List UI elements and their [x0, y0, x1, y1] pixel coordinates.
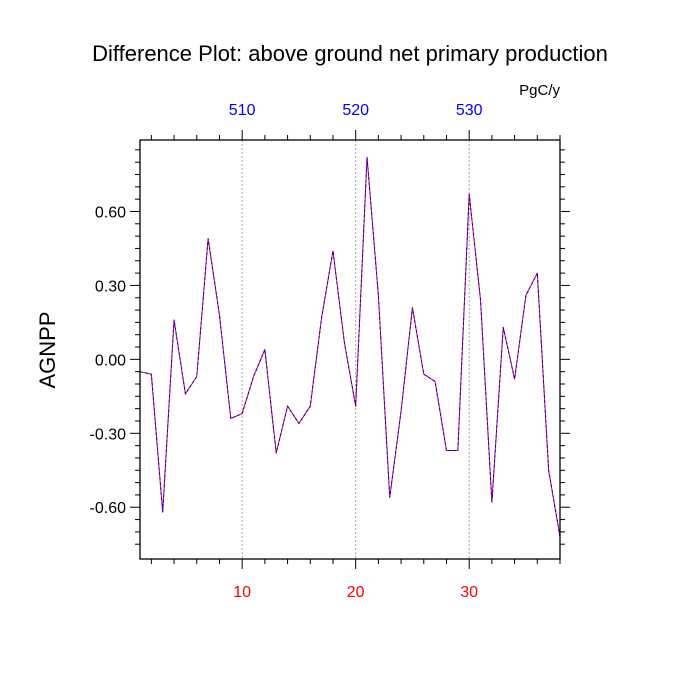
data-point-11 [252, 375, 255, 378]
data-point-37 [547, 469, 550, 472]
data-point-16 [309, 405, 312, 408]
data-point-17 [320, 316, 323, 319]
x-bottom-tick-label: 20 [347, 584, 365, 601]
data-point-36 [536, 272, 539, 275]
y-tick-label: 0.00 [95, 352, 126, 369]
data-point-10 [241, 412, 244, 415]
data-point-12 [263, 348, 266, 351]
data-point-29 [456, 449, 459, 452]
y-tick-label: 0.60 [95, 204, 126, 221]
data-point-26 [422, 373, 425, 376]
data-point-23 [388, 496, 391, 499]
data-point-27 [434, 380, 437, 383]
data-point-7 [207, 237, 210, 240]
y-tick-label: -0.30 [90, 426, 127, 443]
data-point-20 [354, 405, 357, 408]
x-top-tick-label: 520 [342, 102, 369, 119]
data-point-22 [377, 294, 380, 297]
plot-frame [139, 139, 561, 560]
chart-title: Difference Plot: above ground net primar… [92, 41, 608, 66]
data-point-8 [218, 314, 221, 317]
y-tick-label: 0.30 [95, 278, 126, 295]
series-line-dashed [139, 157, 561, 537]
data-point-31 [479, 299, 482, 302]
data-point-19 [343, 341, 346, 344]
axis-ticks [130, 130, 570, 569]
data-point-24 [400, 410, 403, 413]
data-point-32 [490, 501, 493, 504]
tick-labels: -0.60 -0.30 0.00 0.30 0.60 10 20 30 510 520 530 [90, 102, 483, 601]
data-point-30 [468, 193, 471, 196]
x-top-tick-label: 510 [229, 102, 256, 119]
data-point-33 [502, 326, 505, 329]
data-point-9 [229, 417, 232, 420]
data-point-35 [525, 294, 528, 297]
x-bottom-tick-label: 10 [233, 584, 251, 601]
data-point-25 [411, 306, 414, 309]
data-point-3 [161, 511, 164, 514]
x-bottom-tick-label: 30 [460, 584, 478, 601]
data-point-34 [513, 378, 516, 381]
y-tick-label: -0.60 [90, 500, 127, 517]
data-series [139, 156, 561, 537]
data-point-4 [173, 319, 176, 322]
data-point-18 [332, 250, 335, 253]
data-point-14 [286, 405, 289, 408]
data-point-15 [298, 422, 301, 425]
data-point-6 [195, 375, 198, 378]
data-point-28 [445, 449, 448, 452]
units-label: PgC/y [519, 82, 560, 99]
data-point-13 [275, 452, 278, 455]
data-point-5 [184, 392, 187, 395]
series-line-solid [139, 156, 561, 537]
data-point-21 [366, 156, 369, 159]
y-axis-label: AGNPP [35, 311, 60, 388]
x-top-tick-label: 530 [456, 102, 483, 119]
reference-lines [241, 140, 470, 559]
data-point-2 [150, 373, 153, 376]
